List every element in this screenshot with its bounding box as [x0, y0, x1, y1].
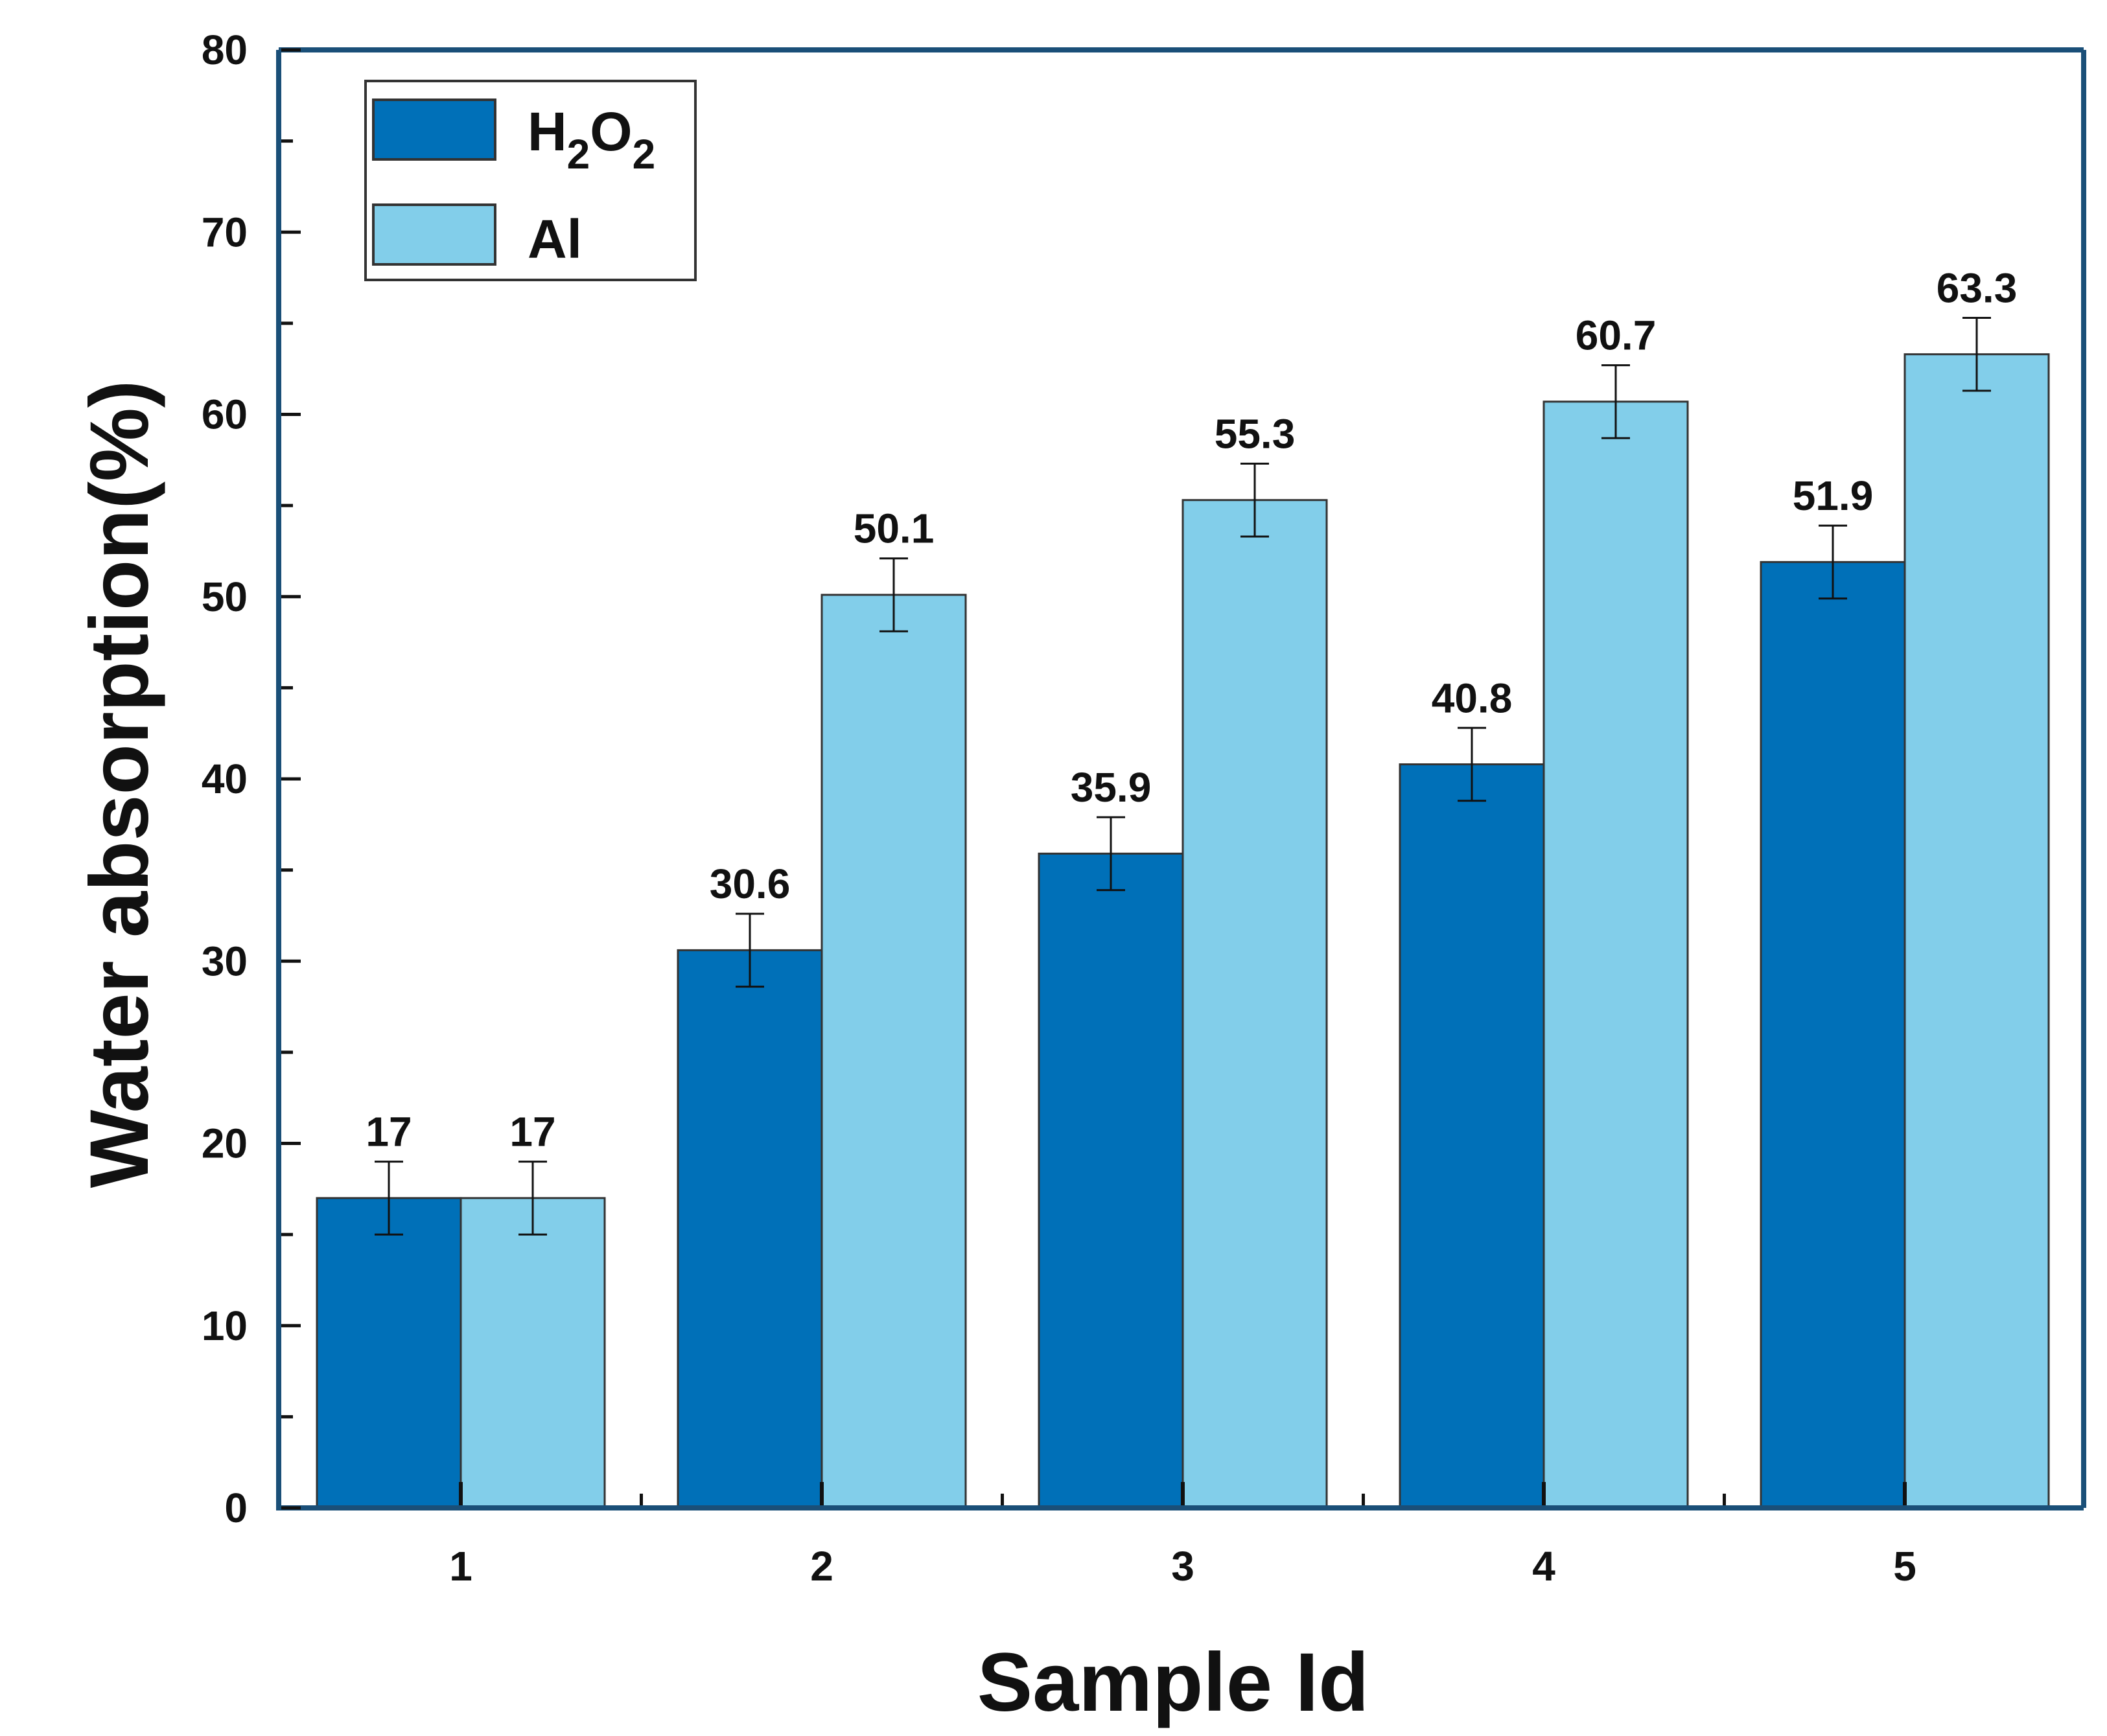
axes-layer — [276, 47, 2086, 1510]
legend-label-h2o2: H2O2 — [528, 101, 655, 178]
ticks-layer: 0 10 20 30 40 50 60 70 80 1 2 3 4 5 — [202, 27, 1916, 1590]
data-labels-layer: 17 17 30.6 50.1 35.9 55.3 40.8 60.7 51.9 63.3 — [366, 264, 2017, 1155]
bar-h2o2-5 — [1760, 561, 1906, 1509]
x-tick-label-5: 5 — [1893, 1543, 1916, 1590]
y-tick-label-0: 0 — [224, 1485, 248, 1531]
legend-h2o2-sub2: 2 — [633, 131, 656, 178]
data-label-al-5: 63.3 — [1937, 264, 2018, 311]
bars-layer — [316, 353, 2050, 1509]
y-tick-label-10: 10 — [202, 1302, 248, 1349]
legend-h2o2-sub1: 2 — [567, 131, 590, 178]
bar-h2o2-3 — [1038, 852, 1184, 1509]
bar-h2o2-1 — [316, 1197, 462, 1509]
y-tick-label-30: 30 — [202, 938, 248, 984]
y-tick-label-20: 20 — [202, 1120, 248, 1167]
y-axis-title: Water absorption(%) — [73, 380, 166, 1188]
x-tick-label-3: 3 — [1171, 1543, 1194, 1590]
data-label-h2o2-4: 40.8 — [1432, 675, 1513, 721]
bar-al-5 — [1903, 353, 2050, 1509]
legend-h2o2-h: H — [528, 101, 567, 162]
y-tick-label-50: 50 — [202, 573, 248, 620]
bar-al-2 — [821, 594, 967, 1509]
data-label-al-4: 60.7 — [1576, 312, 1657, 359]
y-tick-label-80: 80 — [202, 27, 248, 73]
bar-al-1 — [460, 1197, 606, 1509]
bar-al-3 — [1182, 499, 1328, 1509]
data-label-al-2: 50.1 — [854, 505, 935, 552]
bar-al-4 — [1542, 400, 1689, 1509]
legend: H2O2 Al — [364, 80, 697, 281]
data-label-h2o2-5: 51.9 — [1793, 472, 1874, 519]
bar-h2o2-4 — [1399, 763, 1545, 1509]
x-tick-label-2: 2 — [810, 1543, 833, 1590]
data-label-al-3: 55.3 — [1215, 410, 1296, 457]
y-tick-label-40: 40 — [202, 756, 248, 802]
data-label-h2o2-1: 17 — [366, 1109, 412, 1155]
error-bars-layer — [375, 316, 1991, 1236]
data-label-h2o2-3: 35.9 — [1071, 764, 1152, 811]
x-tick-label-1: 1 — [449, 1543, 472, 1590]
y-tick-label-70: 70 — [202, 209, 248, 255]
x-tick-label-4: 4 — [1532, 1543, 1555, 1590]
y-tick-label-60: 60 — [202, 391, 248, 438]
bar-h2o2-2 — [677, 949, 823, 1509]
data-label-al-1: 17 — [509, 1109, 555, 1155]
legend-label-al: Al — [528, 209, 582, 270]
data-label-h2o2-2: 30.6 — [710, 861, 791, 907]
x-axis-title: Sample Id — [977, 1636, 1369, 1729]
legend-swatch-al — [372, 203, 496, 266]
legend-h2o2-o: O — [590, 101, 632, 162]
legend-swatch-h2o2 — [372, 98, 496, 161]
